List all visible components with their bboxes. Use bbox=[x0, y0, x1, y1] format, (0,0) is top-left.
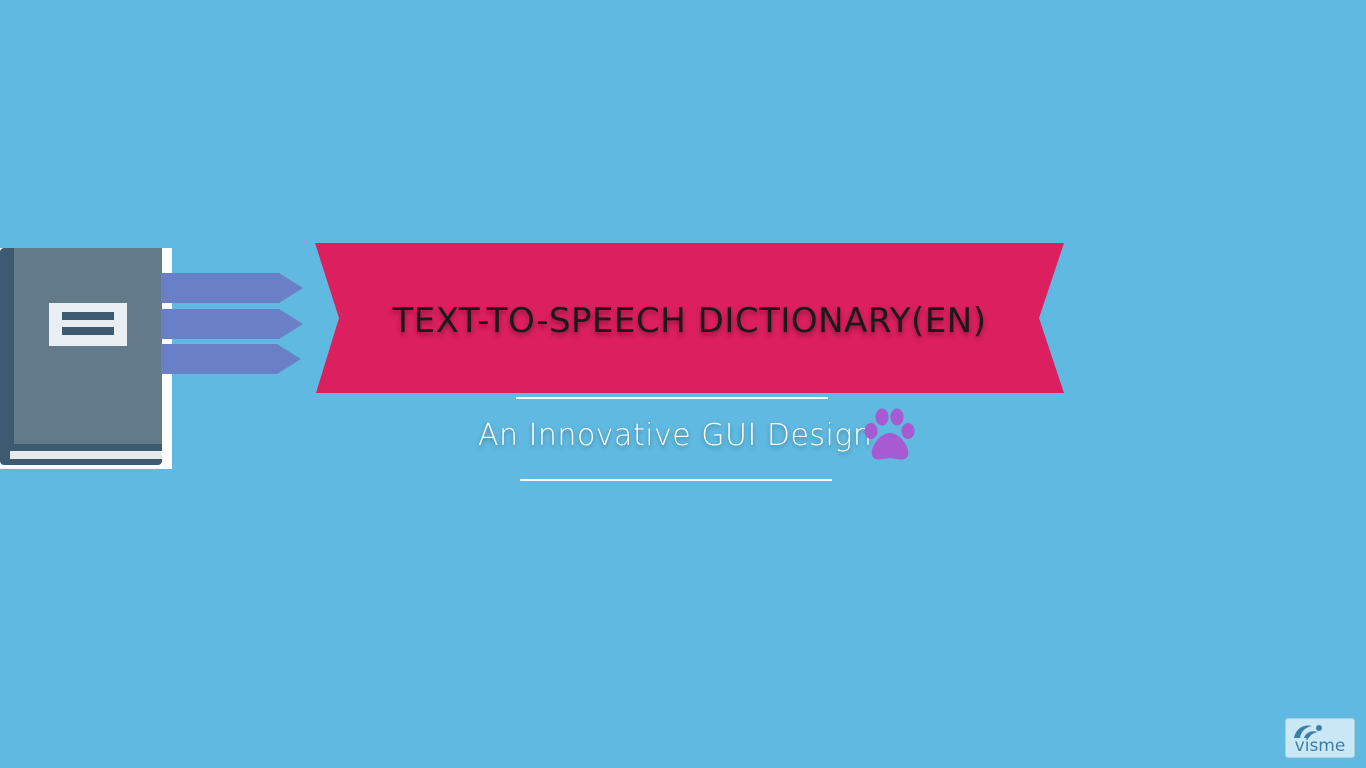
arrow-tab-icon bbox=[161, 273, 305, 303]
paw-icon bbox=[862, 405, 918, 465]
watermark-label: visme bbox=[1294, 736, 1346, 756]
visme-logo-icon bbox=[1294, 725, 1322, 738]
divider-bottom bbox=[520, 479, 832, 481]
arrow-tab-icon bbox=[161, 309, 305, 339]
divider-top bbox=[516, 397, 828, 399]
title-banner: TEXT-TO-SPEECH DICTIONARY(EN) bbox=[315, 243, 1064, 393]
subtitle: An Innovative GUI Design bbox=[478, 418, 873, 453]
visme-watermark[interactable]: visme bbox=[1285, 718, 1355, 758]
book-icon bbox=[0, 248, 172, 469]
page-title: TEXT-TO-SPEECH DICTIONARY(EN) bbox=[392, 301, 987, 341]
arrow-tab-icon bbox=[161, 344, 305, 374]
